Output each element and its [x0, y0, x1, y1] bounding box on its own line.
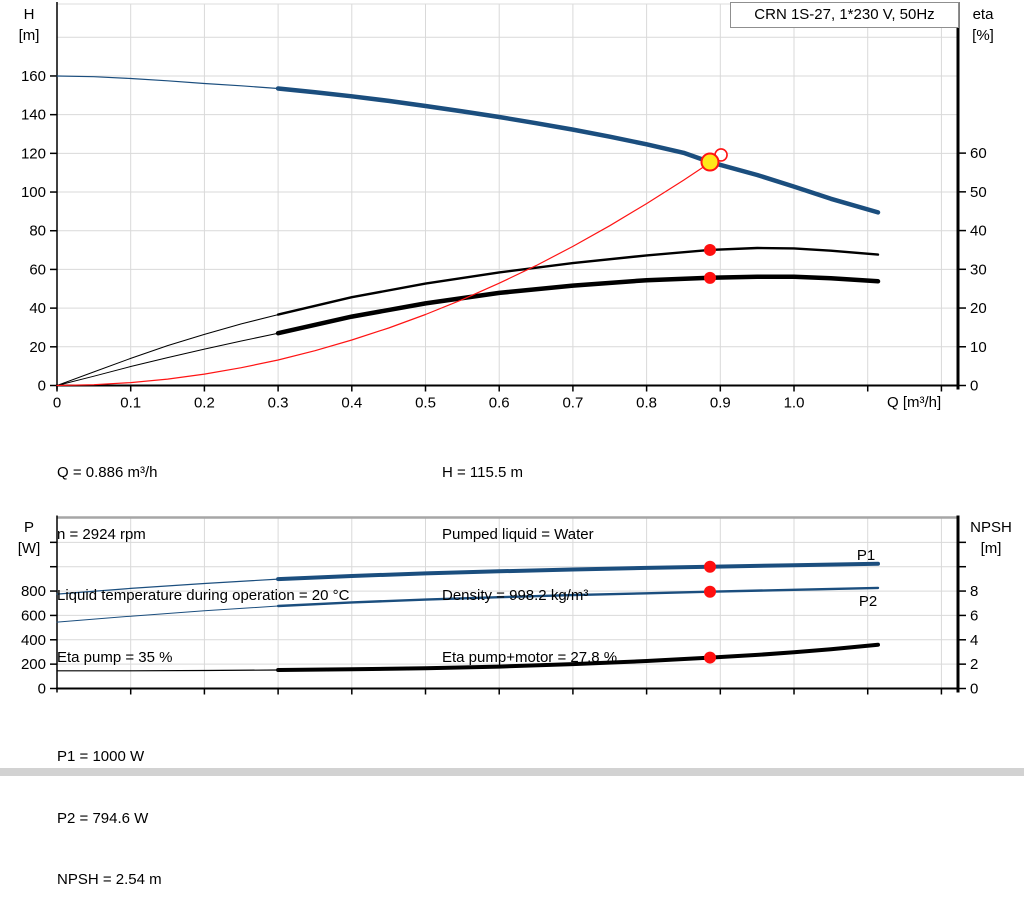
y-right-tick-label: 50 — [970, 184, 987, 201]
duty-point-marker[interactable] — [700, 152, 720, 172]
y-right-tick-label: 0 — [970, 378, 978, 395]
x-tick-label: 0.5 — [415, 395, 436, 412]
npsh-curve — [276, 642, 880, 672]
h-axis-unit-line2: [m] — [18, 27, 40, 44]
pump-model-box: CRN 1S-27, 1*230 V, 50Hz — [730, 2, 959, 28]
annotation-speed: n = 2924 rpm — [57, 525, 146, 543]
npsh-axis-unit-line1: NPSH — [970, 519, 1012, 536]
annotation-p1: P1 = 1000 W — [57, 748, 145, 765]
npsh-curve-low-flow — [56, 669, 279, 672]
eta-pump-curve-low-flow — [56, 314, 279, 386]
x-tick-label: 0.1 — [120, 395, 141, 412]
npsh-axis-unit-line2: [m] — [980, 540, 1002, 557]
h-axis-unit: H [m] — [8, 4, 50, 46]
eta-pump-curve — [276, 246, 880, 316]
p1-duty-marker — [703, 560, 716, 573]
x-tick-label: 0.9 — [710, 395, 731, 412]
y-right-tick-label: 20 — [970, 300, 987, 317]
y-left-tick-label: 600 — [21, 607, 46, 624]
y-left-tick-label: 100 — [21, 184, 46, 201]
x-tick-label: 0.4 — [341, 395, 362, 412]
eta-axis-unit-line2: [%] — [972, 27, 994, 44]
qh-curve-low-flow — [56, 75, 279, 90]
p1-curve — [276, 561, 880, 582]
annotation-pumped-liquid: Pumped liquid = Water — [442, 525, 594, 543]
y-right-tick-label: 4 — [970, 632, 978, 649]
x-tick-label: 0.7 — [562, 395, 583, 412]
eta-axis-unit-line1: eta — [972, 6, 994, 23]
y-right-tick-label: 60 — [970, 145, 987, 162]
y-right-tick-label: 0 — [970, 681, 978, 698]
x-tick-label: 0.3 — [268, 395, 289, 412]
y-left-tick-label: 40 — [29, 300, 46, 317]
annotation-npsh: NPSH = 2.54 m — [57, 871, 162, 888]
qh-eta-chart: 0 0.1 0.2 0.3 0.4 0.5 0.6 0.7 0.8 0.9 1.0 0 20 40 60 80… — [21, 2, 987, 412]
p-axis-unit: P [W] — [8, 517, 50, 559]
npsh-duty-marker — [703, 651, 716, 664]
eta-pump-duty-marker — [703, 243, 716, 256]
y-right-tick-label: 2 — [970, 656, 978, 673]
power-annotations: P1 = 1000 W P2 = 794.6 W NPSH = 2.54 m — [57, 706, 357, 911]
q-axis-label: Q [m³/h] — [887, 394, 942, 411]
eta-pump-motor-curve — [275, 274, 881, 336]
eta-pump-motor-curve-low-flow — [56, 332, 279, 386]
y-left-tick-label: 0 — [38, 378, 46, 395]
duty-annotations-left: Q = 0.886 m³/h n = 2924 rpm Liquid tempe… — [57, 422, 437, 689]
p1-curve-low-flow — [56, 578, 279, 595]
annotation-q: Q = 0.886 m³/h — [57, 464, 158, 481]
h-axis-unit-line1: H — [23, 6, 35, 23]
p2-curve-low-flow — [56, 605, 279, 623]
y-left-tick-label: 20 — [29, 339, 46, 356]
pump-curve-page: { "title_box": "CRN 1S-27, 1*230 V, 50Hz… — [0, 0, 1024, 888]
x-tick-label: 1.0 — [784, 395, 805, 412]
p1-curve-label: P1 — [857, 547, 875, 564]
annotation-liquid-temp: Liquid temperature during operation = 20… — [57, 587, 350, 604]
x-tick-label: 0.2 — [194, 395, 215, 412]
y-left-tick-label: 120 — [21, 145, 46, 162]
y-right-tick-label: 8 — [970, 583, 978, 600]
power-npsh-chart: 0 200 400 600 800 0 2 4 6 8 P1 P2 — [21, 515, 978, 698]
p2-curve — [276, 586, 880, 608]
y-left-tick-label: 200 — [21, 656, 46, 673]
bottom-window-bar — [0, 768, 1024, 776]
y-left-tick-label: 160 — [21, 68, 46, 85]
annotation-eta-pump: Eta pump = 35 % — [57, 648, 173, 666]
system-curve — [56, 154, 722, 387]
y-left-tick-label: 140 — [21, 107, 46, 124]
eta-axis-unit: eta [%] — [962, 4, 1004, 46]
p-axis-unit-line1: P — [23, 519, 34, 536]
annotation-density: Density = 998.2 kg/m³ — [442, 587, 589, 604]
y-left-tick-label: 400 — [21, 632, 46, 649]
annotation-head: H = 115.5 m — [442, 464, 524, 481]
y-left-tick-label: 800 — [21, 583, 46, 600]
npsh-axis-unit: NPSH [m] — [962, 517, 1020, 559]
annotation-p2: P2 = 794.6 W — [57, 809, 149, 827]
y-right-tick-label: 30 — [970, 261, 987, 278]
x-tick-label: 0 — [53, 395, 61, 412]
p2-duty-marker — [703, 585, 716, 598]
x-tick-label: 0.8 — [636, 395, 657, 412]
qh-curve — [275, 86, 881, 215]
y-left-tick-label: 80 — [29, 223, 46, 240]
p2-curve-label: P2 — [859, 593, 877, 610]
duty-annotations-right: H = 115.5 m Pumped liquid = Water Densit… — [442, 422, 822, 689]
p-axis-unit-line2: [W] — [17, 540, 41, 557]
y-right-tick-label: 10 — [970, 339, 987, 356]
y-right-tick-label: 40 — [970, 223, 987, 240]
y-right-tick-label: 6 — [970, 607, 978, 624]
annotation-eta-pump-motor: Eta pump+motor = 27.8 % — [442, 648, 618, 666]
x-tick-label: 0.6 — [489, 395, 510, 412]
y-left-tick-label: 60 — [29, 261, 46, 278]
eta-pump-motor-duty-marker — [703, 271, 716, 284]
y-left-tick-label: 0 — [38, 681, 46, 698]
